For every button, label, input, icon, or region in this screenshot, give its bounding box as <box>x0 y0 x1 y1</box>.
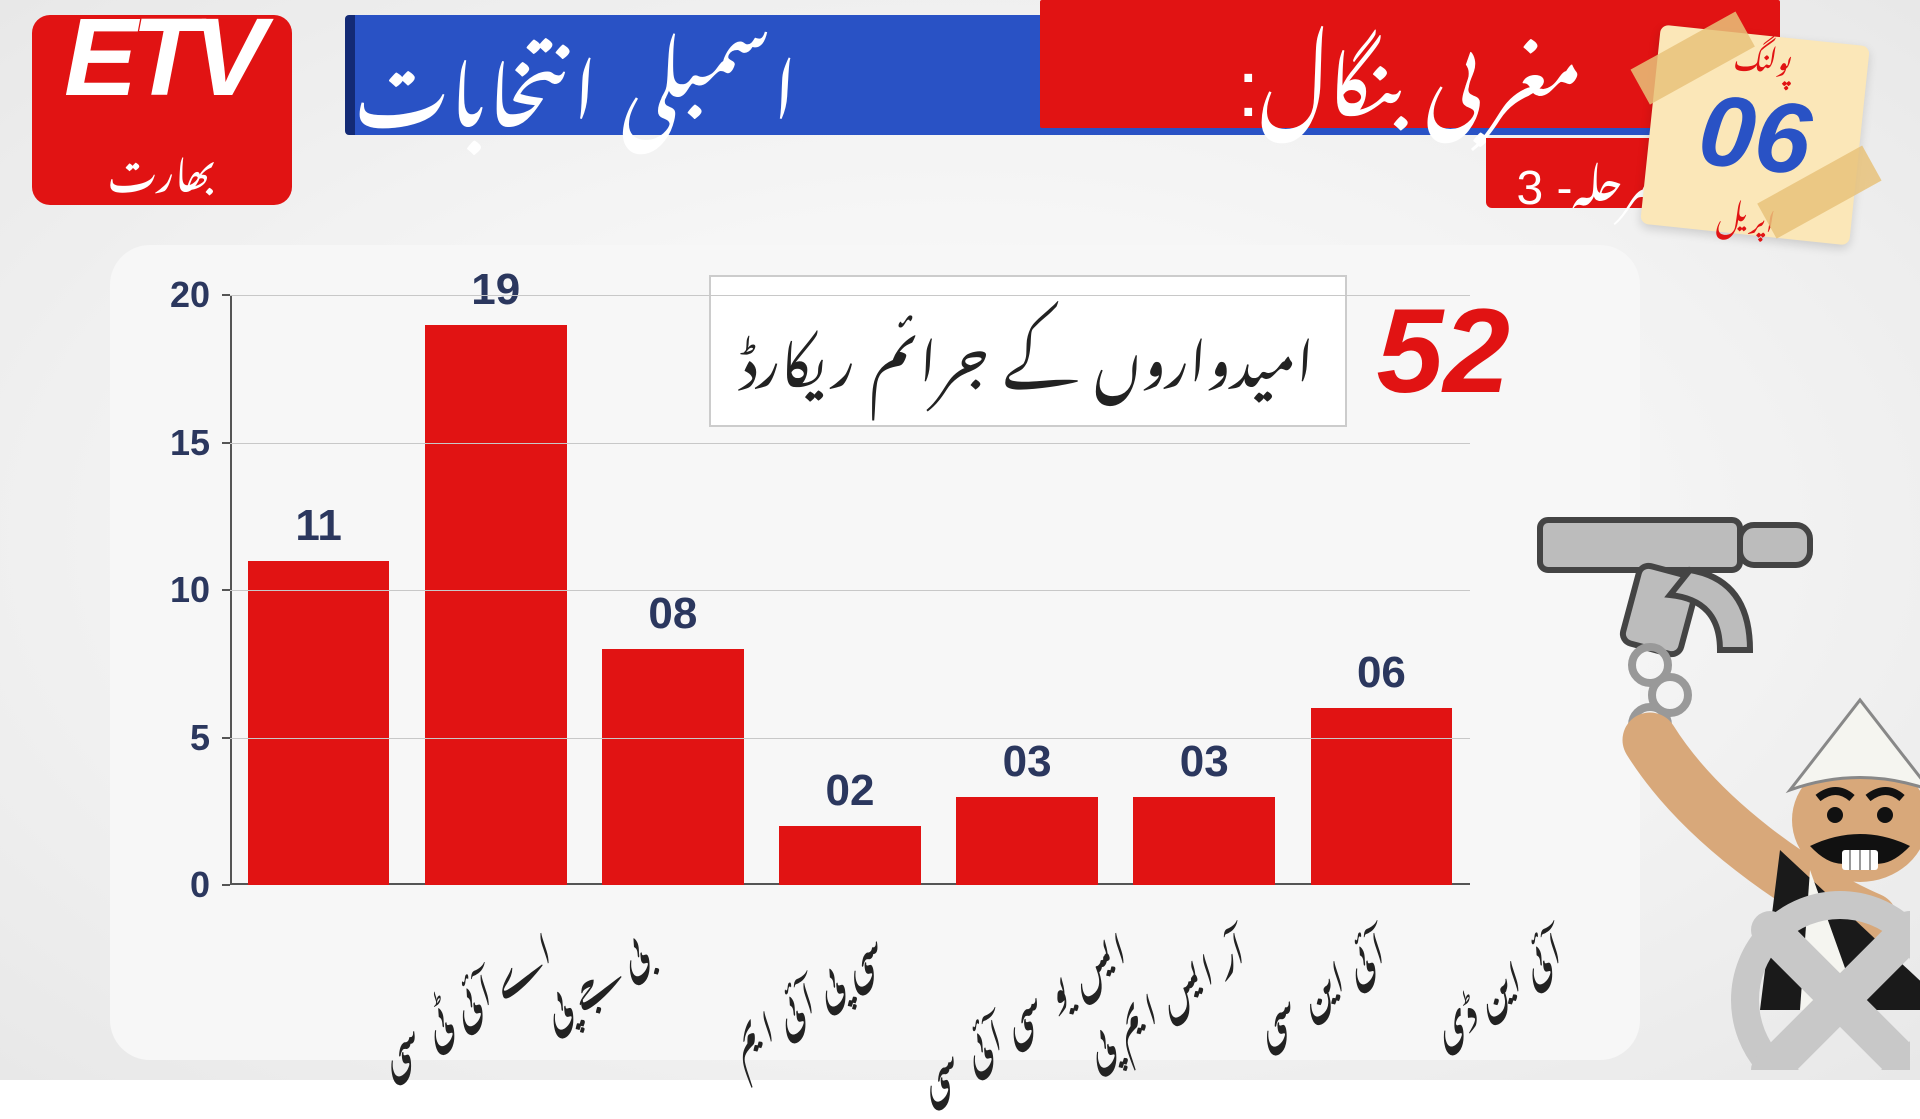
x-category-label: آئی این ڈی <box>1408 910 1578 1064</box>
bar-value-label: 02 <box>779 766 921 816</box>
y-tick-label: 20 <box>170 274 210 316</box>
date-sticky: پولنگ 06 اپریل <box>1630 15 1880 255</box>
y-tick-label: 10 <box>170 569 210 611</box>
etv-logo: ETV بھارت <box>32 15 292 205</box>
bar-value-label: 06 <box>1311 648 1453 698</box>
x-category-label: آئی این سی <box>1231 910 1401 1064</box>
bar: 03 <box>1133 797 1275 886</box>
gridline <box>230 590 1470 591</box>
gridline <box>230 738 1470 739</box>
bar: 02 <box>779 826 921 885</box>
title-white-text: اسمبلی انتخابات <box>355 0 798 175</box>
bar-value-label: 11 <box>248 501 390 551</box>
bar: 11 <box>248 561 390 886</box>
x-category-label: بی جے پی <box>517 910 663 1047</box>
bar-value-label: 19 <box>425 265 567 315</box>
y-tick-label: 0 <box>190 864 210 906</box>
bar: 03 <box>956 797 1098 886</box>
vote-x-icon <box>1710 870 1910 1070</box>
gridline <box>230 295 1470 296</box>
bar: 06 <box>1311 708 1453 885</box>
bar: 19 <box>425 325 567 886</box>
sticky-num: 06 <box>1695 84 1815 185</box>
chart-container: 52 امیدواروں کے جرائم ریکارڈ 11اے آئی ٹی… <box>110 245 1640 1060</box>
y-tick-label: 15 <box>170 422 210 464</box>
y-tick-label: 5 <box>190 717 210 759</box>
bar: 08 <box>602 649 744 885</box>
bar-value-label: 03 <box>1133 737 1275 787</box>
x-category-label: سی پی آئی ایم <box>705 910 902 1083</box>
logo-main: ETV <box>64 3 260 113</box>
bar-value-label: 03 <box>956 737 1098 787</box>
gridline <box>230 443 1470 444</box>
logo-sub: بھارت <box>108 113 216 218</box>
chart-plot: 11اے آئی ٹی سی19بی جے پی08سی پی آئی ایم0… <box>230 295 1470 885</box>
bar-value-label: 08 <box>602 589 744 639</box>
